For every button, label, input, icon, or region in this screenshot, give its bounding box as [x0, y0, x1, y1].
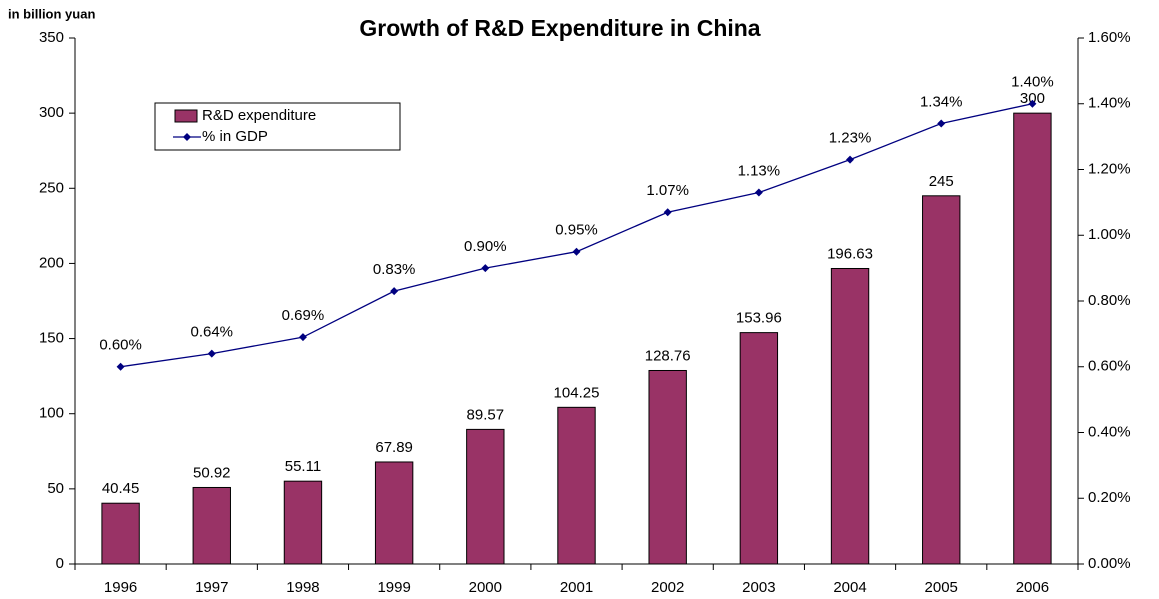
line-marker — [1028, 99, 1037, 108]
x-tick-label: 2003 — [742, 579, 775, 596]
y2-tick-label: 1.60% — [1088, 29, 1131, 46]
bar — [922, 195, 961, 565]
x-tick-label: 2000 — [469, 579, 502, 596]
x-tick-label: 1996 — [104, 579, 137, 596]
bar-label: 128.76 — [645, 347, 691, 364]
bar-label: 104.25 — [554, 384, 600, 401]
line-label: 1.34% — [920, 93, 963, 110]
bar — [557, 406, 596, 565]
line-marker — [481, 264, 490, 273]
line-marker — [207, 349, 216, 358]
y2-tick-label: 0.80% — [1088, 292, 1131, 309]
y-tick-label: 250 — [39, 179, 64, 196]
line-marker — [298, 333, 307, 342]
legend-label: R&D expenditure — [202, 107, 316, 124]
y2-tick-label: 0.20% — [1088, 489, 1131, 506]
x-tick-label: 1997 — [195, 579, 228, 596]
y2-tick-label: 1.20% — [1088, 160, 1131, 177]
bar — [283, 480, 323, 565]
bar-label: 245 — [929, 173, 954, 190]
x-tick-label: 1999 — [377, 579, 410, 596]
y2-tick-label: 1.40% — [1088, 95, 1131, 112]
line-marker — [572, 247, 581, 256]
bar — [192, 486, 231, 565]
y-tick-label: 200 — [39, 254, 64, 271]
x-tick-label: 2005 — [925, 579, 958, 596]
bar — [1013, 112, 1052, 565]
y2-tick-label: 0.00% — [1088, 555, 1131, 572]
bar-label: 55.11 — [285, 458, 321, 475]
y-axis-label: in billion yuan — [8, 6, 95, 21]
line-marker — [390, 287, 399, 296]
line-label: 1.23% — [829, 130, 872, 147]
y-tick-label: 50 — [47, 480, 64, 497]
bar-label: 153.96 — [736, 310, 782, 327]
line-label: 1.13% — [738, 162, 781, 179]
bar — [101, 502, 140, 565]
y-tick-label: 300 — [39, 104, 64, 121]
x-tick-label: 1998 — [286, 579, 319, 596]
bar-label: 50.92 — [193, 464, 231, 481]
line-marker — [754, 188, 763, 197]
y-tick-label: 350 — [39, 29, 64, 46]
legend-swatch — [174, 109, 198, 123]
bar-label: 40.45 — [102, 480, 140, 497]
bar — [739, 332, 779, 565]
y-tick-label: 150 — [39, 330, 64, 347]
legend-marker — [183, 133, 191, 141]
bar-label: 196.63 — [827, 245, 873, 262]
legend-label: % in GDP — [202, 128, 268, 145]
line-marker — [937, 119, 946, 128]
bar-label: 89.57 — [467, 406, 505, 423]
y2-tick-label: 0.60% — [1088, 358, 1131, 375]
line-label: 0.60% — [99, 337, 142, 354]
y2-tick-label: 0.40% — [1088, 423, 1131, 440]
line-marker — [663, 208, 672, 217]
chart-title: Growth of R&D Expenditure in China — [359, 15, 760, 41]
y-tick-label: 0 — [56, 555, 64, 572]
y-tick-label: 100 — [39, 405, 64, 422]
x-tick-label: 2001 — [560, 579, 593, 596]
x-tick-label: 2002 — [651, 579, 684, 596]
bar — [830, 267, 870, 565]
x-tick-label: 2006 — [1016, 579, 1049, 596]
bar — [466, 428, 505, 565]
line-marker — [846, 155, 855, 164]
line-marker — [116, 362, 125, 371]
bar — [648, 369, 687, 565]
x-tick-label: 2004 — [833, 579, 866, 596]
bar-label: 300 — [1020, 90, 1045, 107]
line-label: 1.40% — [1011, 74, 1054, 91]
line-label: 0.95% — [555, 222, 598, 239]
line-label: 0.64% — [190, 324, 233, 341]
line-label: 0.69% — [282, 307, 325, 324]
line-label: 0.90% — [464, 238, 507, 255]
y2-tick-label: 1.00% — [1088, 226, 1131, 243]
line-label: 0.83% — [373, 261, 416, 278]
bar-label: 67.89 — [375, 439, 413, 456]
line-label: 1.07% — [646, 182, 689, 199]
bar — [374, 461, 414, 565]
